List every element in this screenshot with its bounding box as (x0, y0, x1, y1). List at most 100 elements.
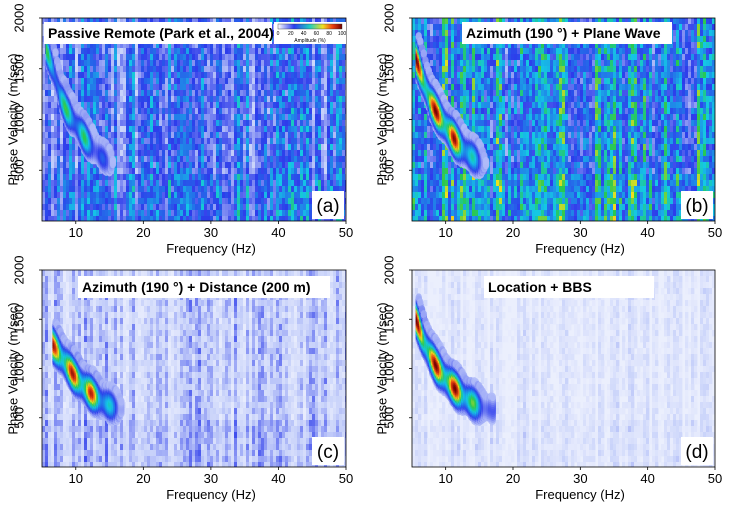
heatmap-cell (177, 150, 181, 157)
heatmap-cell (264, 156, 268, 163)
heatmap-cell (270, 114, 274, 121)
heatmap-cell (81, 66, 85, 73)
heatmap-cell (315, 126, 319, 133)
heatmap-cell (451, 162, 455, 169)
heatmap-cell (321, 108, 325, 115)
heatmap-cell (210, 162, 214, 169)
heatmap-cell (448, 30, 452, 37)
heatmap-cell (291, 18, 295, 25)
heatmap-cell (126, 144, 130, 151)
heatmap-cell (129, 150, 133, 157)
heatmap-cell (165, 48, 169, 55)
heatmap-cell (144, 18, 148, 25)
heatmap-cell (147, 48, 151, 55)
heatmap-cell (204, 150, 208, 157)
heatmap-cell (327, 126, 331, 133)
heatmap-cell (72, 60, 76, 67)
heatmap-cell (243, 186, 247, 193)
heatmap-cell (303, 144, 307, 151)
heatmap-cell (345, 138, 346, 145)
heatmap-cell (150, 204, 154, 211)
heatmap-cell (213, 18, 217, 25)
heatmap-cell (454, 66, 458, 73)
heatmap-cell (216, 66, 220, 73)
heatmap-cell (219, 72, 223, 79)
heatmap-cell (225, 216, 229, 221)
heatmap-cell (297, 18, 301, 25)
heatmap-cell (421, 204, 425, 211)
heatmap-cell (168, 102, 172, 109)
heatmap-cell (126, 204, 130, 211)
heatmap-cell (264, 84, 268, 91)
heatmap-cell (430, 210, 434, 217)
heatmap-cell (210, 48, 214, 55)
heatmap-cell (225, 120, 229, 127)
heatmap-cell (412, 144, 416, 151)
heatmap-cell (225, 54, 229, 61)
heatmap-cell (162, 96, 166, 103)
heatmap-cell (123, 210, 127, 217)
heatmap-cell (231, 186, 235, 193)
heatmap-cell (234, 192, 238, 199)
heatmap-cell (267, 90, 271, 97)
heatmap-cell (243, 114, 247, 121)
heatmap-cell (66, 60, 70, 67)
heatmap-cell (267, 192, 271, 199)
heatmap-cell (156, 114, 160, 121)
heatmap-cell (484, 138, 488, 145)
heatmap-cell (327, 180, 331, 187)
heatmap-cell (345, 144, 346, 151)
heatmap-cell (297, 138, 301, 145)
heatmap-cell (135, 174, 139, 181)
heatmap-cell (207, 120, 211, 127)
heatmap-cell (180, 96, 184, 103)
heatmap-cell (267, 180, 271, 187)
heatmap-cell (156, 174, 160, 181)
heatmap-cell (451, 198, 455, 205)
heatmap-cell (114, 108, 118, 115)
heatmap-cell (333, 162, 337, 169)
heatmap-cell (72, 216, 76, 221)
heatmap-cell (222, 42, 226, 49)
colorbar-tick-label: 60 (314, 31, 320, 37)
heatmap-cell (105, 78, 109, 85)
heatmap-cell (339, 138, 343, 145)
heatmap-cell (45, 120, 49, 127)
heatmap-cell (472, 66, 476, 73)
heatmap-cell (273, 180, 277, 187)
heatmap-cell (141, 198, 145, 205)
heatmap-cell (219, 168, 223, 175)
heatmap-cell (144, 126, 148, 133)
heatmap-cell (153, 54, 157, 61)
heatmap-cell (282, 150, 286, 157)
heatmap-cell (282, 114, 286, 121)
heatmap-cell (102, 180, 106, 187)
heatmap-cell (141, 108, 145, 115)
heatmap-cell (240, 198, 244, 205)
heatmap-cell (306, 108, 310, 115)
heatmap-cell (240, 180, 244, 187)
heatmap-cell (138, 78, 142, 85)
heatmap-cell (433, 216, 437, 221)
heatmap-cell (129, 162, 133, 169)
heatmap-cell (129, 18, 133, 25)
heatmap-cell (105, 42, 109, 49)
heatmap-cell (439, 72, 443, 79)
heatmap-cell (300, 138, 304, 145)
heatmap-cell (126, 192, 130, 199)
heatmap-cell (303, 204, 307, 211)
heatmap-cell (472, 216, 476, 221)
heatmap-cell (267, 42, 271, 49)
heatmap-cell (267, 72, 271, 79)
heatmap-cell (135, 78, 139, 85)
heatmap-cell (153, 102, 157, 109)
heatmap-cell (481, 180, 485, 187)
heatmap-cell (333, 84, 337, 91)
heatmap-cell (192, 18, 196, 25)
heatmap-cell (48, 186, 52, 193)
heatmap-cell (198, 168, 202, 175)
heatmap-cell (261, 102, 265, 109)
heatmap-cell (288, 48, 292, 55)
heatmap-cell (237, 174, 241, 181)
heatmap-cell (291, 216, 295, 221)
